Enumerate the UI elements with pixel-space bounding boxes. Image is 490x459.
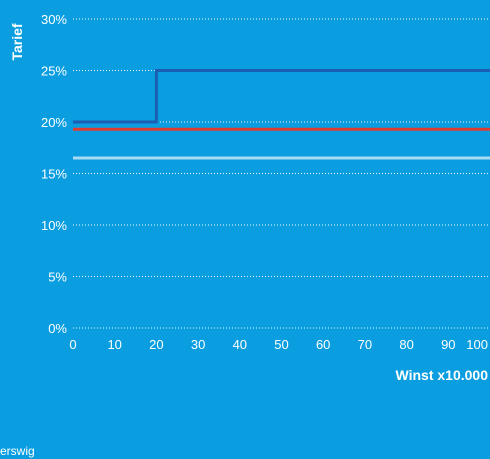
x-tick-label: 90	[441, 337, 455, 352]
footer-text: erswig	[0, 444, 35, 458]
y-tick-label: 25%	[41, 64, 67, 79]
grid-lines	[73, 18, 490, 329]
x-tick-label: 80	[399, 337, 413, 352]
x-tick-label: 20	[149, 337, 163, 352]
x-tick-label: 40	[233, 337, 247, 352]
x-tick-labels: 0 10 20 30 40 50 60 70 80 90 100	[69, 337, 488, 352]
y-tick-label: 5%	[48, 270, 67, 285]
y-tick-label: 20%	[41, 115, 67, 130]
series-lines	[73, 69, 490, 160]
x-axis-title: Winst x10.000	[396, 367, 489, 383]
y-tick-labels: 0% 5% 10% 15% 20% 25% 30%	[41, 12, 67, 336]
y-tick-label: 0%	[48, 321, 67, 336]
x-tick-label: 70	[358, 337, 372, 352]
y-tick-label: 30%	[41, 12, 67, 27]
x-tick-label: 10	[107, 337, 121, 352]
x-tick-label: 100	[466, 337, 488, 352]
x-tick-label: 0	[69, 337, 76, 352]
y-tick-label: 15%	[41, 167, 67, 182]
y-tick-label: 10%	[41, 218, 67, 233]
x-tick-label: 30	[191, 337, 205, 352]
x-tick-label: 50	[274, 337, 288, 352]
x-tick-label: 60	[316, 337, 330, 352]
series-line-1	[73, 69, 490, 124]
y-axis-title: Tarief	[9, 23, 25, 60]
